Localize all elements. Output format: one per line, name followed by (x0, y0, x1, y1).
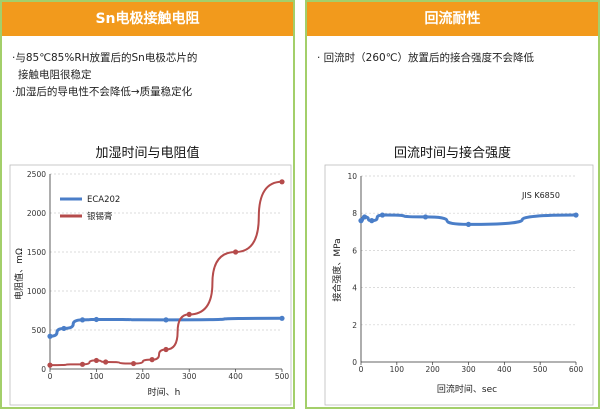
chart1-x-tick-label: 200 (136, 372, 151, 381)
chart2-x-tick-label: 400 (497, 365, 512, 374)
chart1-data-point (163, 346, 169, 353)
chart1-y-tick-label: 2500 (27, 170, 46, 179)
chart1-x-tick-label: 0 (48, 372, 53, 381)
chart1-x-tick-label: 300 (182, 372, 197, 381)
chart2-y-tick-label: 10 (347, 172, 357, 181)
chart1-x-axis-label: 时间、h (148, 386, 181, 398)
right-panel: 回流耐性 · 回流时（260℃）放置后的接合强度不会降低 回流时间与接合强度 回… (305, 0, 600, 409)
chart2-x-tick-label: 600 (569, 365, 584, 374)
chart2-y-tick-label: 0 (352, 358, 357, 367)
chart1-data-point (93, 316, 99, 323)
chart2-annotation: JIS K6850 (521, 191, 560, 200)
chart1-y-tick-label: 0 (41, 365, 46, 374)
chart1-x-tick-label: 500 (275, 372, 290, 381)
chart2-x-tick-label: 0 (359, 365, 364, 374)
chart1-series-line-1 (49, 180, 283, 367)
left-bullet-1: ·与85℃85%RH放置后的Sn电极芯片的 (12, 52, 198, 64)
left-panel: Sn电极接触电阻 ·与85℃85%RH放置后的Sn电极芯片的 接触电阻很稳定 ·… (0, 0, 295, 409)
left-panel-bullets: ·与85℃85%RH放置后的Sn电极芯片的 接触电阻很稳定 ·加湿后的导电性不会… (12, 50, 287, 101)
chart2-x-tick-label: 500 (533, 365, 548, 374)
chart1-data-point (79, 317, 86, 323)
resistance-chart: 时间、h 电阻值、mΩ ECA202 银锡膏 05001000150020002… (9, 164, 292, 406)
chart2-data-point (369, 218, 375, 224)
chart1-y-tick-label: 1000 (27, 287, 46, 296)
chart1-data-point (79, 361, 86, 367)
chart1-data-point (47, 333, 53, 339)
chart2-y-tick-label: 6 (352, 246, 357, 255)
chart2-title: 回流时间与接合强度 (393, 146, 511, 161)
chart2-data-point (422, 214, 429, 220)
chart1-frame (9, 164, 292, 406)
chart2-x-tick-label: 300 (461, 365, 476, 374)
chart1-data-point (47, 362, 53, 368)
chart2-y-tick-label: 8 (352, 209, 357, 218)
chart1-data-point (61, 325, 67, 332)
chart1-data-point (93, 357, 99, 364)
chart1-data-point (163, 317, 169, 323)
legend-label-silver-tin: 银锡膏 (87, 211, 113, 222)
chart2-y-tick-label: 4 (352, 284, 357, 293)
chart2-data-point (573, 212, 579, 218)
chart1-data-point (279, 179, 285, 185)
left-panel-header: Sn电极接触电阻 (2, 2, 293, 36)
right-bullet-1: · 回流时（260℃）放置后的接合强度不会降低 (317, 52, 535, 64)
chart1-y-axis-label: 电阻值、mΩ (13, 248, 25, 300)
chart1-series-line-0 (49, 316, 283, 338)
chart2-x-tick-label: 100 (390, 365, 405, 374)
chart1-data-point (103, 359, 109, 365)
chart1-title: 加湿时间与电阻值 (95, 146, 200, 161)
chart1-data-point (149, 357, 155, 363)
right-panel-header: 回流耐性 (307, 2, 598, 36)
chart1-legend: ECA202 银锡膏 (60, 195, 120, 222)
chart1-x-tick-label: 400 (228, 372, 243, 381)
chart2-y-tick-label: 2 (352, 321, 357, 330)
chart1-data-point (186, 311, 192, 317)
chart1-x-tick-label: 100 (89, 372, 104, 381)
legend-label-eca202: ECA202 (87, 195, 120, 205)
right-panel-bullets: · 回流时（260℃）放置后的接合强度不会降低 (317, 50, 592, 67)
chart2-x-axis-label: 回流时间、sec (437, 383, 497, 395)
chart1-y-tick-label: 2000 (27, 209, 46, 218)
left-bullet-3: ·加湿后的导电性不会降低→质量稳定化 (12, 86, 193, 98)
chart2-data-point (361, 214, 368, 220)
chart2-x-tick-label: 200 (426, 365, 441, 374)
chart1-data-point (130, 360, 137, 367)
chart2-data-point (465, 221, 472, 227)
chart1-y-tick-label: 500 (32, 326, 47, 335)
left-bullet-2: 接触电阻很稳定 (18, 69, 92, 81)
chart2-data-point (358, 218, 364, 224)
chart2-data-point (379, 212, 386, 218)
chart1-data-point (279, 315, 285, 321)
chart2-y-axis-label: 接合强度、MPa (331, 238, 343, 301)
chart1-y-tick-label: 1500 (27, 248, 46, 257)
chart1-data-point (233, 249, 239, 255)
chart2-frame (324, 164, 594, 406)
